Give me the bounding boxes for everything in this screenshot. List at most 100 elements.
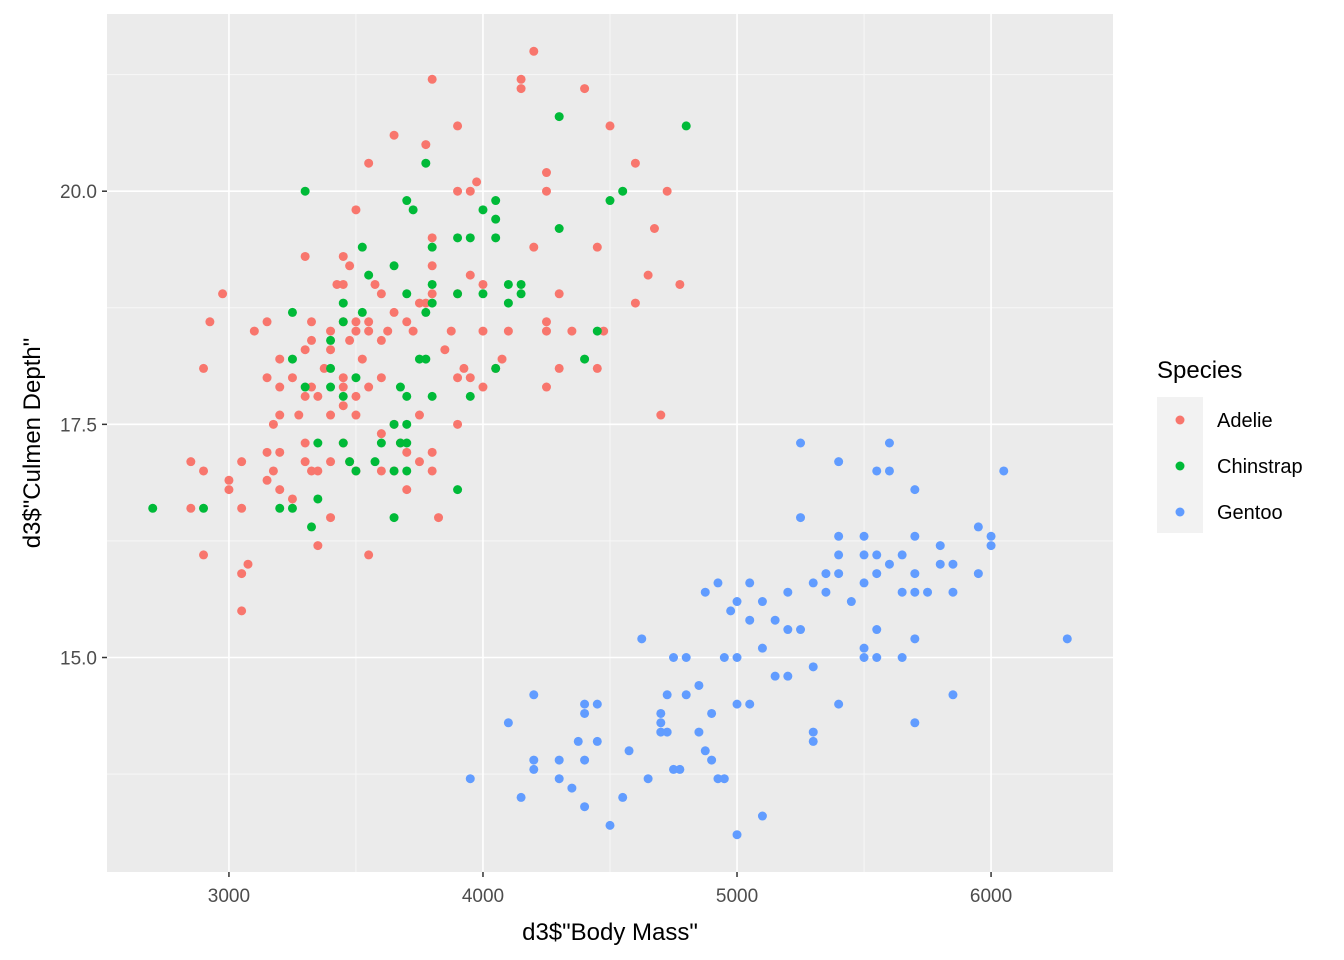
point-gentoo (618, 792, 628, 802)
point-chinstrap (287, 503, 297, 513)
point-gentoo (580, 699, 590, 709)
point-chinstrap (681, 121, 691, 131)
point-adelie (262, 373, 272, 383)
point-adelie (427, 74, 437, 84)
point-adelie (294, 410, 304, 420)
point-adelie (402, 317, 412, 327)
point-adelie (351, 326, 361, 336)
point-gentoo (872, 466, 882, 476)
point-chinstrap (395, 438, 405, 448)
point-adelie (319, 363, 329, 373)
point-gentoo (783, 671, 793, 681)
point-gentoo (757, 811, 767, 821)
point-gentoo (732, 653, 742, 662)
point-adelie (364, 382, 374, 392)
point-adelie (376, 373, 386, 383)
point-gentoo (859, 578, 869, 588)
point-adelie (605, 121, 615, 131)
legend: Species Adelie Chinstrap Gentoo (1157, 357, 1303, 533)
point-adelie (370, 279, 380, 289)
point-gentoo (757, 597, 767, 607)
legend-title: Species (1157, 357, 1242, 384)
point-chinstrap (605, 196, 615, 206)
point-adelie (224, 485, 234, 495)
point-chinstrap (338, 317, 348, 327)
point-adelie (300, 391, 310, 401)
x-tick-label: 3000 (208, 886, 250, 907)
point-gentoo (973, 522, 983, 532)
point-adelie (649, 224, 659, 233)
point-gentoo (796, 438, 806, 448)
point-gentoo (580, 802, 590, 812)
point-gentoo (897, 550, 907, 560)
point-adelie (237, 457, 247, 467)
point-gentoo (694, 680, 704, 690)
point-adelie (205, 317, 215, 327)
point-gentoo (573, 736, 583, 746)
point-gentoo (637, 634, 647, 644)
point-chinstrap (453, 485, 463, 495)
point-gentoo (567, 783, 577, 793)
point-gentoo (897, 587, 907, 597)
point-adelie (338, 279, 348, 289)
point-chinstrap (389, 419, 399, 429)
grid-major (107, 14, 1113, 872)
point-adelie (630, 298, 640, 308)
x-tick-label: 6000 (970, 886, 1012, 907)
point-gentoo (713, 578, 723, 588)
point-gentoo (834, 569, 844, 579)
point-adelie (307, 317, 317, 327)
point-chinstrap (313, 494, 323, 504)
legend-label-chinstrap: Chinstrap (1217, 456, 1303, 478)
point-chinstrap (389, 513, 399, 523)
point-gentoo (707, 708, 717, 718)
point-gentoo (707, 755, 717, 765)
point-gentoo (669, 653, 679, 662)
point-adelie (351, 205, 361, 215)
point-chinstrap (421, 354, 431, 364)
point-adelie (275, 485, 285, 495)
point-adelie (465, 186, 475, 196)
point-gentoo (662, 727, 672, 737)
point-chinstrap (554, 224, 564, 233)
point-gentoo (859, 531, 869, 541)
point-chinstrap (402, 391, 412, 401)
x-tick-label: 4000 (462, 886, 504, 907)
point-adelie (503, 326, 513, 336)
point-gentoo (643, 774, 653, 784)
point-adelie (541, 317, 551, 327)
point-gentoo (681, 690, 691, 700)
point-chinstrap (478, 289, 488, 299)
legend-key-adelie (1175, 415, 1185, 425)
point-adelie (478, 326, 488, 336)
point-gentoo (834, 550, 844, 560)
point-chinstrap (275, 503, 285, 513)
point-chinstrap (307, 522, 317, 532)
legend-key-gentoo (1175, 507, 1185, 517)
point-gentoo (872, 625, 882, 635)
data-points (148, 46, 1072, 840)
point-gentoo (529, 764, 539, 774)
point-adelie (237, 503, 247, 513)
point-gentoo (973, 569, 983, 579)
point-adelie (472, 177, 482, 187)
point-adelie (249, 326, 259, 336)
point-chinstrap (148, 503, 158, 513)
point-adelie (243, 559, 253, 569)
point-chinstrap (421, 307, 431, 317)
point-gentoo (770, 615, 780, 625)
point-gentoo (732, 699, 742, 709)
point-adelie (237, 569, 247, 579)
point-gentoo (986, 541, 996, 551)
point-gentoo (872, 569, 882, 579)
point-adelie (580, 84, 590, 94)
point-adelie (237, 606, 247, 616)
point-gentoo (516, 792, 526, 802)
point-gentoo (529, 755, 539, 765)
point-gentoo (884, 559, 894, 569)
point-chinstrap (402, 289, 412, 299)
point-chinstrap (402, 438, 412, 448)
point-gentoo (1062, 634, 1072, 644)
point-adelie (364, 317, 374, 327)
